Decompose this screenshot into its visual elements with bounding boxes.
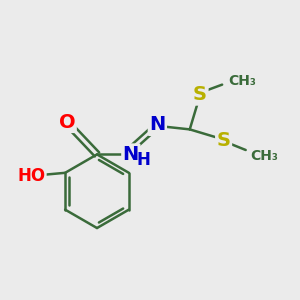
Text: S: S xyxy=(193,85,207,104)
Text: H: H xyxy=(136,151,150,169)
Text: N: N xyxy=(149,116,166,134)
Text: HO: HO xyxy=(17,167,45,185)
Text: CH₃: CH₃ xyxy=(228,74,256,88)
Text: CH₃: CH₃ xyxy=(250,149,278,163)
Text: N: N xyxy=(123,145,139,164)
Text: O: O xyxy=(59,112,75,131)
Text: S: S xyxy=(217,131,231,150)
